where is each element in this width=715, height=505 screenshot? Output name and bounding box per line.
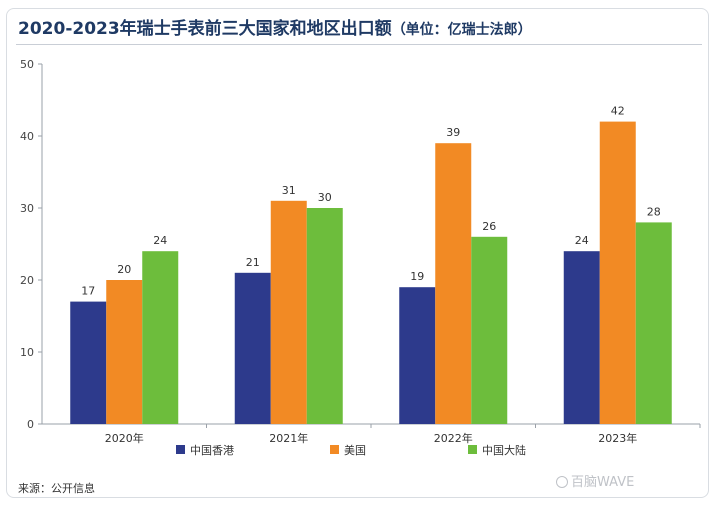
watermark-text: 百脑WAVE: [571, 475, 635, 490]
bar: [234, 272, 271, 424]
bar: [471, 236, 508, 424]
bar: [635, 222, 672, 424]
y-tick-label: 40: [20, 130, 34, 143]
y-tick-label: 50: [20, 58, 34, 71]
y-tick-label: 20: [20, 274, 34, 287]
bar: [270, 200, 307, 424]
legend-label: 美国: [344, 444, 366, 457]
bar: [399, 287, 436, 424]
y-tick-label: 0: [27, 418, 34, 431]
watermark: 百脑WAVE: [556, 471, 634, 490]
data-label: 28: [647, 205, 661, 218]
legend-swatch: [330, 445, 339, 454]
y-tick-label: 30: [20, 202, 34, 215]
chart-title-main: 2020-2023年瑞士手表前三大国家和地区出口额: [18, 19, 392, 39]
title-divider: [16, 44, 702, 45]
x-tick-label: 2023年: [598, 431, 637, 445]
legend-swatch: [468, 445, 477, 454]
data-label: 31: [282, 184, 296, 197]
bar: [142, 251, 179, 424]
data-label: 26: [482, 220, 496, 233]
data-label: 24: [575, 234, 589, 247]
data-label: 42: [611, 105, 625, 118]
bar: [70, 301, 107, 424]
y-tick-label: 10: [20, 346, 34, 359]
bar: [563, 251, 600, 424]
data-label: 20: [117, 263, 131, 276]
data-label: 30: [318, 191, 332, 204]
source-note: 来源：公开信息: [18, 482, 95, 495]
data-label: 17: [81, 285, 95, 298]
data-label: 19: [410, 270, 424, 283]
bar: [599, 121, 636, 424]
legend-label: 中国香港: [190, 444, 234, 457]
legend-label: 中国大陆: [482, 443, 526, 457]
x-tick-label: 2022年: [434, 431, 473, 445]
data-label: 39: [446, 126, 460, 139]
watermark-icon: [556, 476, 568, 488]
data-label: 21: [246, 256, 260, 269]
bar: [306, 208, 343, 424]
bar: [435, 143, 472, 424]
bar: [106, 280, 143, 424]
x-tick-label: 2021年: [269, 431, 308, 445]
x-tick-label: 2020年: [105, 431, 144, 445]
chart-title: 2020-2023年瑞士手表前三大国家和地区出口额（单位：亿瑞士法郎）: [18, 14, 532, 39]
legend-swatch: [176, 445, 185, 454]
data-label: 24: [153, 234, 167, 247]
chart-title-unit: （单位：亿瑞士法郎）: [391, 22, 532, 38]
